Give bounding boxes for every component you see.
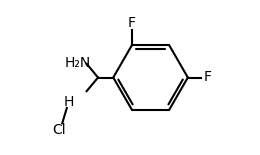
Text: F: F: [128, 16, 136, 30]
Text: H: H: [63, 95, 74, 109]
Text: H₂N: H₂N: [65, 56, 91, 70]
Text: F: F: [204, 71, 212, 84]
Text: Cl: Cl: [53, 123, 66, 137]
